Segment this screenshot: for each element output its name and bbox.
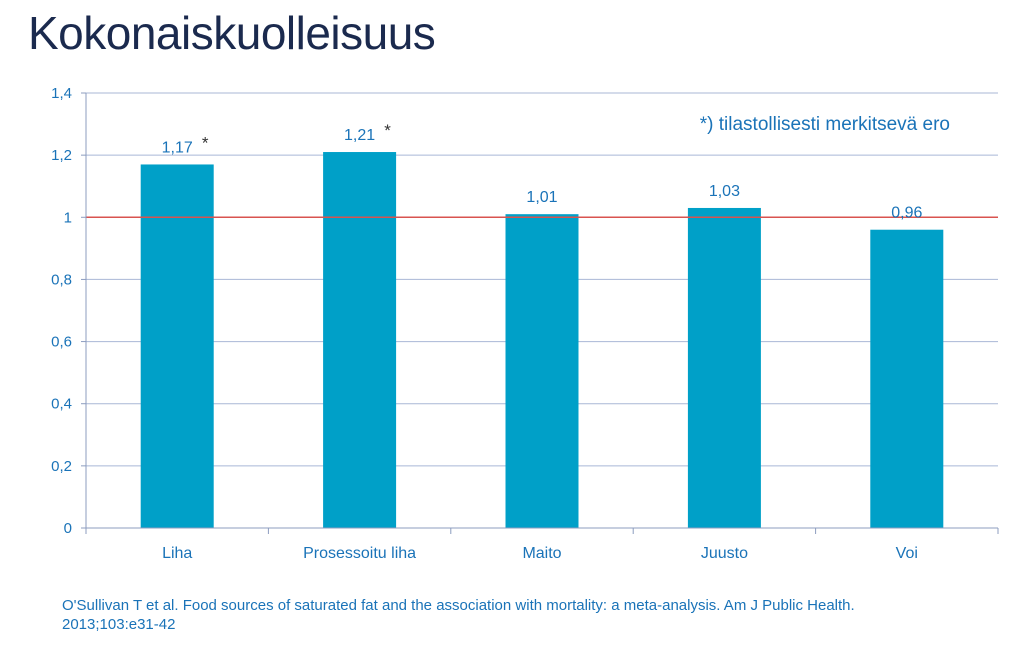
bar: [505, 214, 579, 528]
data-label: 1,17: [162, 139, 193, 156]
data-label: 1,03: [709, 183, 740, 200]
significance-note: *) tilastollisesti merkitsevä ero: [700, 114, 950, 135]
page-title: Kokonaiskuolleisuus: [28, 7, 436, 59]
bar: [687, 207, 761, 528]
data-label: 1,21: [344, 127, 375, 144]
axes: [81, 92, 999, 534]
bar: [140, 164, 214, 528]
significance-marker: *: [384, 121, 391, 140]
y-tick-label: 0,8: [51, 271, 72, 288]
y-tick-label: 0,2: [51, 458, 72, 475]
source-citation: O'Sullivan T et al. Food sources of satu…: [62, 597, 855, 633]
data-label: 1,01: [526, 189, 557, 206]
significance-marker: *: [202, 133, 209, 152]
bars: [140, 152, 944, 529]
bar: [323, 152, 397, 529]
labels: 0 0,2 0,4 0,6 0,8 1 1,2 1,4 Liha 1,17 * Prosessoitu…: [51, 85, 950, 562]
data-label: 0,96: [891, 205, 922, 222]
y-tick-label: 0,6: [51, 334, 72, 351]
x-category-label: Voi: [896, 545, 918, 562]
x-category-label: Juusto: [701, 545, 748, 562]
y-tick-label: 0,4: [51, 396, 72, 413]
y-tick-label: 1,4: [51, 85, 72, 102]
x-category-label: Liha: [162, 545, 192, 562]
y-tick-label: 0: [64, 520, 72, 537]
y-tick-label: 1,2: [51, 147, 72, 164]
x-category-label: Maito: [522, 545, 561, 562]
y-tick-label: 1: [64, 209, 72, 226]
x-category-label: Prosessoitu liha: [303, 545, 416, 562]
bar: [870, 229, 944, 528]
